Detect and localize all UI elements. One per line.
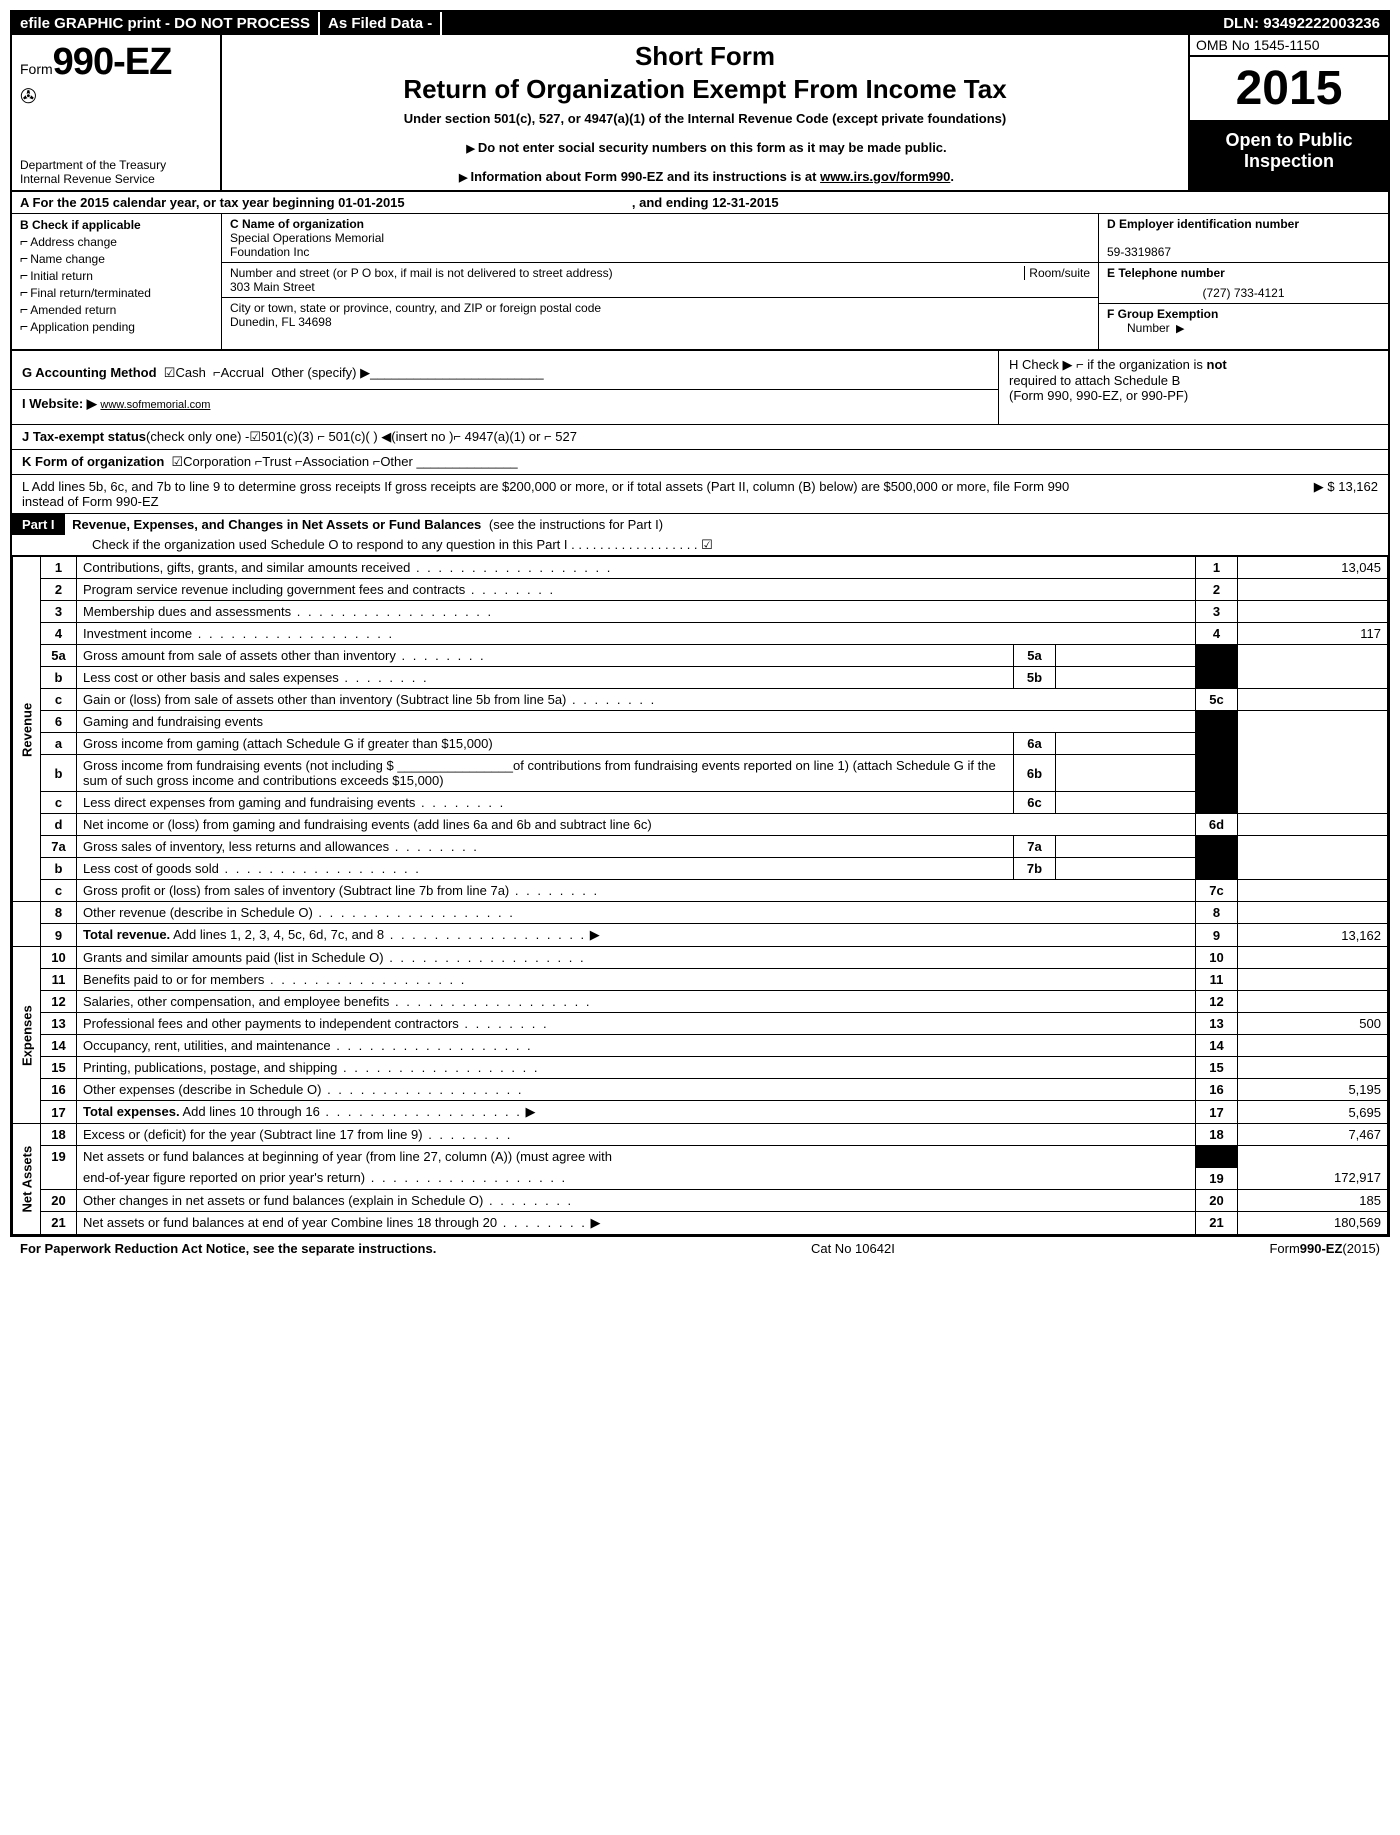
g-accounting: G Accounting Method ☑Cash ⌐Accrual Other… — [12, 351, 998, 424]
section-gh: G Accounting Method ☑Cash ⌐Accrual Other… — [12, 351, 1388, 425]
header-left: Form990-EZ ✇ Department of the Treasury … — [12, 35, 222, 190]
netassets-side-label: Net Assets — [13, 1124, 41, 1235]
top-bar: efile GRAPHIC print - DO NOT PROCESS As … — [12, 12, 1388, 35]
group-exemption: F Group Exemption Number — [1099, 304, 1388, 349]
tax-year: 2015 — [1190, 57, 1388, 122]
efile-notice: efile GRAPHIC print - DO NOT PROCESS — [12, 12, 320, 35]
part1-label: Part I — [12, 514, 65, 535]
info-link-line: Information about Form 990-EZ and its in… — [230, 169, 1180, 184]
open-public-badge: Open to Public Inspection — [1190, 122, 1388, 190]
form-number: 990-EZ — [53, 41, 172, 83]
part1-header: Part I Revenue, Expenses, and Changes in… — [12, 514, 1388, 556]
under-section: Under section 501(c), 527, or 4947(a)(1)… — [230, 111, 1180, 126]
col-c-org: C Name of organization Special Operation… — [222, 214, 1098, 349]
street-block: Number and street (or P O box, if mail i… — [222, 263, 1098, 298]
cat-number: Cat No 10642I — [811, 1241, 895, 1256]
omb-number: OMB No 1545-1150 — [1190, 35, 1388, 57]
ein-block: D Employer identification number 59-3319… — [1099, 214, 1388, 263]
revenue-side-label: Revenue — [13, 557, 41, 902]
efile-icon: ✇ — [20, 84, 212, 109]
header-title: Short Form Return of Organization Exempt… — [222, 35, 1188, 190]
h-schedule-b: H Check ▶ ⌐ if the organization is not r… — [998, 351, 1388, 424]
chk-initial[interactable]: Initial return — [20, 267, 213, 283]
part1-table: Revenue 1 Contributions, gifts, grants, … — [12, 556, 1388, 1235]
chk-final[interactable]: Final return/terminated — [20, 284, 213, 300]
i-website: I Website: ▶ www.sofmemorial.com — [12, 389, 998, 418]
dln-number: DLN: 93492222003236 — [1215, 12, 1388, 35]
form-prefix: Form — [20, 61, 53, 77]
chk-name[interactable]: Name change — [20, 250, 213, 266]
paperwork-notice: For Paperwork Reduction Act Notice, see … — [20, 1241, 436, 1256]
k-form-org: K Form of organization ☑Corporation ⌐Tru… — [12, 450, 1388, 475]
row-a-taxyear: A For the 2015 calendar year, or tax yea… — [12, 192, 1388, 214]
expenses-side-label: Expenses — [13, 947, 41, 1124]
chk-pending[interactable]: Application pending — [20, 318, 213, 334]
chk-address[interactable]: Address change — [20, 233, 213, 249]
j-tax-exempt: J Tax-exempt status(check only one) -☑50… — [12, 425, 1388, 450]
website-link[interactable]: www.sofmemorial.com — [100, 399, 210, 411]
col-b-checkboxes: B Check if applicable Address change Nam… — [12, 214, 222, 349]
b-title: B Check if applicable — [20, 218, 213, 232]
form-ref: Form990-EZ(2015) — [1269, 1241, 1380, 1256]
city-block: City or town, state or province, country… — [222, 298, 1098, 349]
return-title: Return of Organization Exempt From Incom… — [230, 74, 1180, 105]
col-def: D Employer identification number 59-3319… — [1098, 214, 1388, 349]
chk-amended[interactable]: Amended return — [20, 301, 213, 317]
short-form-label: Short Form — [230, 41, 1180, 72]
form-990ez: efile GRAPHIC print - DO NOT PROCESS As … — [10, 10, 1390, 1237]
tel-block: E Telephone number (727) 733-4121 — [1099, 263, 1388, 304]
section-bcdef: B Check if applicable Address change Nam… — [12, 214, 1388, 351]
irs-link[interactable]: www.irs.gov/form990 — [820, 169, 950, 184]
part1-check-o: Check if the organization used Schedule … — [12, 535, 1388, 555]
ssn-warning: Do not enter social security numbers on … — [230, 140, 1180, 155]
l-gross-receipts: L Add lines 5b, 6c, and 7b to line 9 to … — [12, 475, 1388, 514]
form-header: Form990-EZ ✇ Department of the Treasury … — [12, 35, 1388, 192]
treasury-dept: Department of the Treasury Internal Reve… — [20, 158, 212, 186]
header-right: OMB No 1545-1150 2015 Open to Public Ins… — [1188, 35, 1388, 190]
org-name-block: C Name of organization Special Operation… — [222, 214, 1098, 263]
page-footer: For Paperwork Reduction Act Notice, see … — [10, 1237, 1390, 1260]
asfiled-notice: As Filed Data - — [320, 12, 442, 35]
